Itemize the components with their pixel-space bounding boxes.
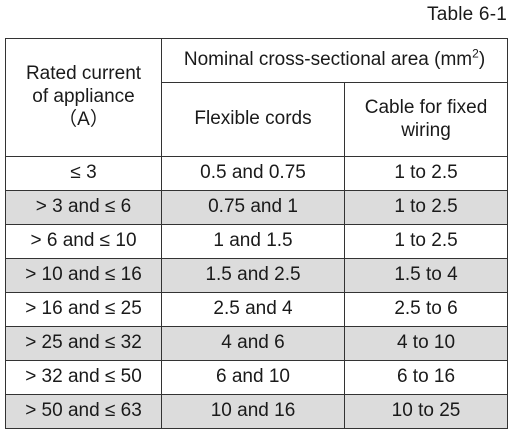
table-row: > 10 and ≤ 16 1.5 and 2.5 1.5 to 4 <box>5 258 509 293</box>
cell-flexible: 2.5 and 4 <box>161 292 345 327</box>
cell-current: ≤ 3 <box>5 156 162 191</box>
header-fixed-wiring: Cable for fixed wiring <box>343 82 509 157</box>
cell-flexible: 1.5 and 2.5 <box>161 258 345 293</box>
cell-current: > 10 and ≤ 16 <box>5 258 162 293</box>
table-caption: Table 6-1 <box>427 4 507 25</box>
header-rated-current-line-1: Rated current <box>25 63 142 85</box>
cross-section-table: Rated current of appliance （A） Nominal c… <box>5 38 509 429</box>
table-row: > 32 and ≤ 50 6 and 10 6 to 16 <box>5 360 509 395</box>
header-nominal-area-text: Nominal cross-sectional area (mm <box>183 49 473 71</box>
header-nominal-area: Nominal cross-sectional area (mm2) <box>160 38 509 83</box>
table-row: > 50 and ≤ 63 10 and 16 10 to 25 <box>5 394 509 429</box>
cell-current: > 25 and ≤ 32 <box>5 326 162 361</box>
table-row: > 3 and ≤ 6 0.75 and 1 1 to 2.5 <box>5 190 509 225</box>
cell-current: > 6 and ≤ 10 <box>5 224 162 259</box>
header-rated-current-line-3: （A） <box>58 108 109 130</box>
cell-fixed: 10 to 25 <box>343 394 509 429</box>
cell-flexible: 1 and 1.5 <box>161 224 345 259</box>
cell-fixed: 6 to 16 <box>343 360 509 395</box>
cell-flexible: 6 and 10 <box>161 360 345 395</box>
cell-fixed: 1.5 to 4 <box>343 258 509 293</box>
table-row: > 16 and ≤ 25 2.5 and 4 2.5 to 6 <box>5 292 509 327</box>
header-nominal-area-tail: ) <box>478 49 486 71</box>
header-fixed-wiring-line-1: Cable for fixed <box>364 96 488 118</box>
cell-fixed: 4 to 10 <box>343 326 509 361</box>
cell-fixed: 1 to 2.5 <box>343 224 509 259</box>
cell-flexible: 4 and 6 <box>161 326 345 361</box>
header-rated-current-line-2: of appliance <box>32 86 135 108</box>
cell-fixed: 1 to 2.5 <box>343 190 509 225</box>
cell-flexible: 10 and 16 <box>161 394 345 429</box>
cell-current: > 16 and ≤ 25 <box>5 292 162 327</box>
table-row: > 6 and ≤ 10 1 and 1.5 1 to 2.5 <box>5 224 509 259</box>
header-rated-current: Rated current of appliance （A） <box>5 38 162 157</box>
header-fixed-wiring-line-2: wiring <box>401 119 451 141</box>
cell-current: > 50 and ≤ 63 <box>5 394 162 429</box>
table-row: > 25 and ≤ 32 4 and 6 4 to 10 <box>5 326 509 361</box>
cell-fixed: 2.5 to 6 <box>343 292 509 327</box>
cell-fixed: 1 to 2.5 <box>343 156 509 191</box>
cell-current: > 3 and ≤ 6 <box>5 190 162 225</box>
cell-flexible: 0.75 and 1 <box>161 190 345 225</box>
cell-current: > 32 and ≤ 50 <box>5 360 162 395</box>
table-row: ≤ 3 0.5 and 0.75 1 to 2.5 <box>5 156 509 191</box>
header-flexible-cords: Flexible cords <box>161 82 345 157</box>
header-nominal-area-sup: 2 <box>472 46 479 61</box>
cell-flexible: 0.5 and 0.75 <box>161 156 345 191</box>
